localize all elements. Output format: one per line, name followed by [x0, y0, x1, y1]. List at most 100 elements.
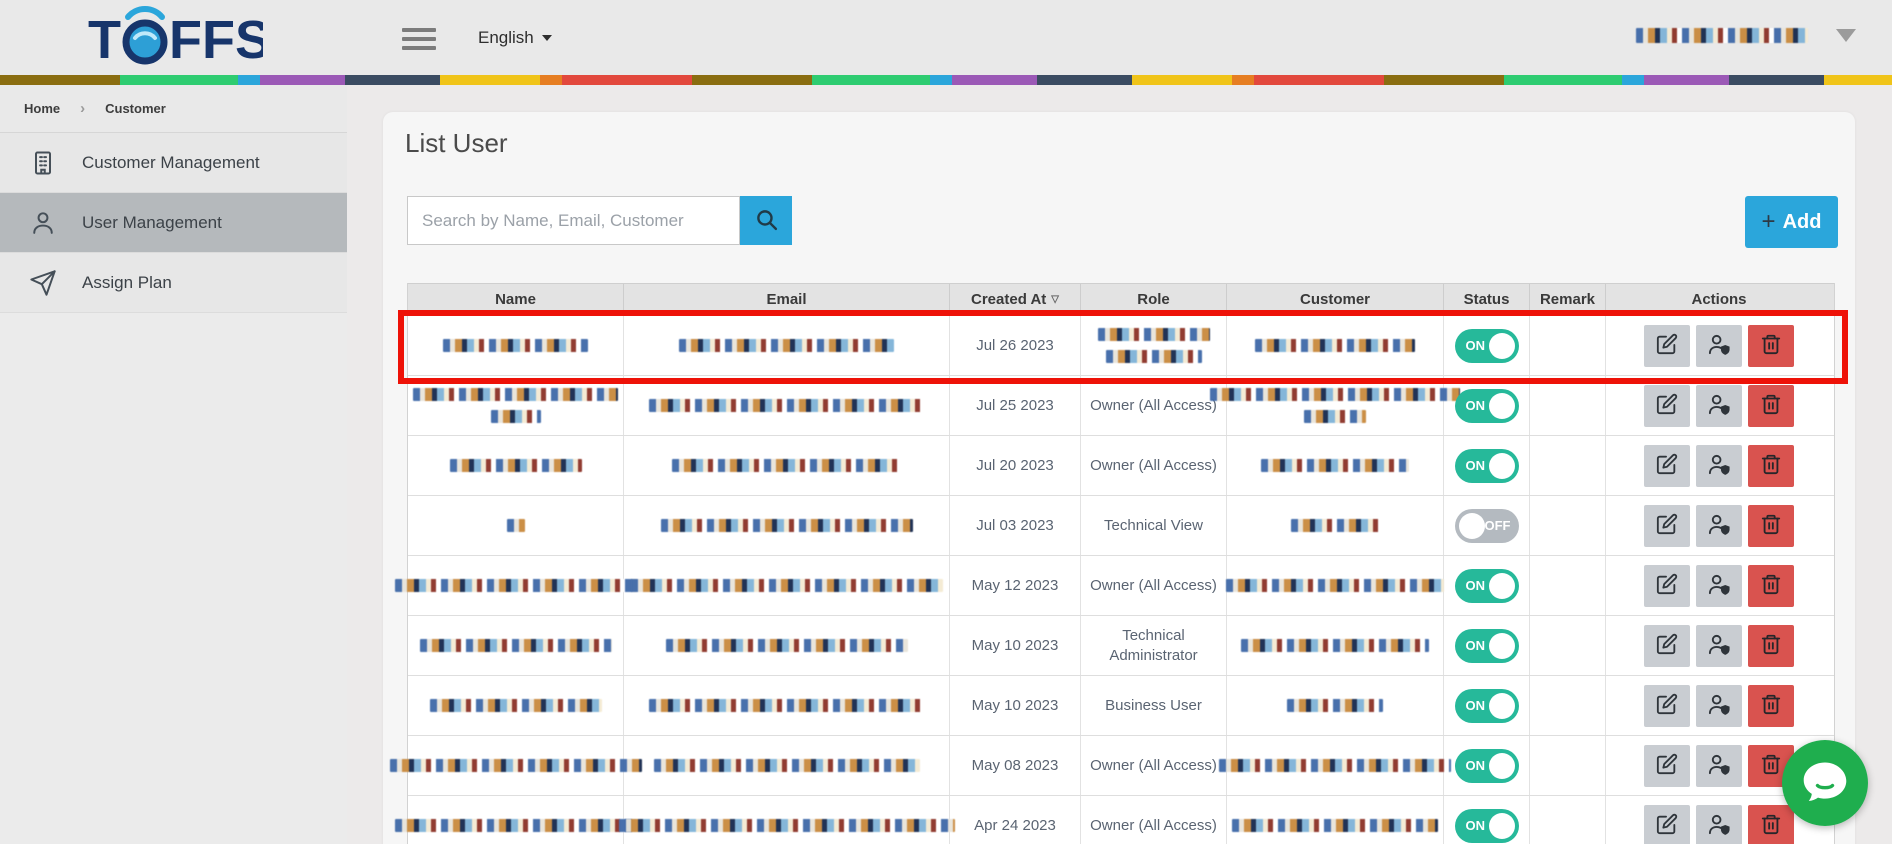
- status-toggle[interactable]: ON: [1454, 568, 1519, 603]
- cell-status: ON: [1444, 556, 1530, 615]
- status-toggle-label: ON: [1465, 817, 1486, 833]
- assign-role-button[interactable]: [1696, 324, 1742, 367]
- add-button-label: Add: [1782, 210, 1822, 233]
- status-toggle-label: ON: [1465, 457, 1486, 473]
- search-button[interactable]: [740, 196, 792, 245]
- top-bar: T FFS English: [0, 0, 1892, 75]
- user-menu[interactable]: [1636, 28, 1856, 43]
- chat-bubble-icon: [1782, 740, 1868, 830]
- role-value: Owner (All Access): [1090, 816, 1217, 834]
- assign-role-button[interactable]: [1696, 564, 1742, 607]
- status-toggle[interactable]: ON: [1454, 388, 1519, 423]
- cell-role: [1081, 316, 1227, 375]
- edit-icon: [1656, 813, 1678, 838]
- column-header-created-at[interactable]: Created At ▽: [950, 284, 1081, 315]
- edit-button[interactable]: [1644, 384, 1690, 427]
- assign-role-button[interactable]: [1696, 504, 1742, 547]
- chevron-down-icon: [541, 35, 552, 41]
- cell-status: ON: [1444, 376, 1530, 435]
- status-toggle[interactable]: ON: [1454, 628, 1519, 663]
- delete-button[interactable]: [1748, 564, 1794, 607]
- sidebar-item-user-management[interactable]: User Management: [0, 193, 347, 253]
- assign-role-button[interactable]: [1696, 624, 1742, 667]
- edit-button[interactable]: [1644, 324, 1690, 367]
- plus-icon: +: [1761, 208, 1776, 235]
- status-toggle[interactable]: ON: [1454, 748, 1519, 783]
- column-header-role: Role: [1081, 284, 1227, 315]
- assign-role-button[interactable]: [1696, 804, 1742, 844]
- person-shield-icon: [1707, 633, 1732, 659]
- redacted-text: [648, 699, 925, 712]
- assign-role-button[interactable]: [1696, 744, 1742, 787]
- delete-button[interactable]: [1748, 384, 1794, 427]
- cell-email: [624, 436, 950, 495]
- delete-button[interactable]: [1748, 324, 1794, 367]
- edit-button[interactable]: [1644, 624, 1690, 667]
- cell-status: ON: [1444, 616, 1530, 675]
- cell-customer: [1227, 496, 1444, 555]
- status-toggle[interactable]: ON: [1454, 688, 1519, 723]
- breadcrumb-home[interactable]: Home: [24, 101, 61, 116]
- sidebar-item-label: Assign Plan: [82, 272, 172, 292]
- column-header-label: Created At: [971, 291, 1047, 308]
- edit-button[interactable]: [1644, 684, 1690, 727]
- sort-down-icon[interactable]: ▽: [1051, 294, 1059, 305]
- column-header-customer: Customer: [1227, 284, 1444, 315]
- cell-status: ON: [1444, 796, 1530, 844]
- edit-button[interactable]: [1644, 804, 1690, 844]
- table-body: Jul 26 2023 ON Jul 25 2023 Owner (All Acces…: [389, 316, 1834, 844]
- cell-name: [389, 736, 642, 795]
- created-at-value: Jul 20 2023: [976, 456, 1054, 474]
- edit-icon: [1656, 393, 1678, 418]
- chat-launcher-button[interactable]: [1782, 740, 1868, 826]
- cell-remark: [1530, 316, 1606, 375]
- rainbow-strip: [0, 75, 1892, 85]
- edit-button[interactable]: [1644, 504, 1690, 547]
- sidebar-item-customer-management[interactable]: Customer Management: [0, 133, 347, 193]
- cell-name: [408, 676, 624, 735]
- cell-created-at: Jul 03 2023: [950, 496, 1081, 555]
- cell-status: OFF: [1444, 496, 1530, 555]
- status-toggle[interactable]: ON: [1454, 448, 1519, 483]
- redacted-text: [665, 639, 908, 652]
- menu-icon[interactable]: [402, 28, 436, 50]
- status-toggle[interactable]: OFF: [1454, 508, 1519, 543]
- status-toggle[interactable]: ON: [1454, 808, 1519, 843]
- assign-role-button[interactable]: [1696, 684, 1742, 727]
- status-toggle-label: ON: [1465, 397, 1486, 413]
- edit-button[interactable]: [1644, 564, 1690, 607]
- delete-button[interactable]: [1748, 684, 1794, 727]
- redacted-text: [1241, 639, 1429, 652]
- user-table: Name Email Created At ▽ Role Customer St…: [389, 283, 1835, 844]
- toffs-logo[interactable]: T FFS: [88, 5, 271, 76]
- delete-button[interactable]: [1748, 504, 1794, 547]
- language-dropdown[interactable]: English: [478, 26, 552, 50]
- edit-button[interactable]: [1644, 744, 1690, 787]
- edit-icon: [1656, 753, 1678, 778]
- cell-customer: [1227, 316, 1444, 375]
- sidebar-item-label: Customer Management: [82, 152, 260, 172]
- svg-text:T: T: [88, 10, 121, 70]
- cell-email: [624, 556, 950, 615]
- cell-name: [394, 556, 637, 615]
- cell-email: [624, 616, 950, 675]
- sidebar-item-assign-plan[interactable]: Assign Plan: [0, 253, 347, 313]
- delete-button[interactable]: [1748, 624, 1794, 667]
- assign-role-button[interactable]: [1696, 444, 1742, 487]
- cell-name: [408, 316, 624, 375]
- search-input[interactable]: [407, 196, 740, 245]
- add-user-button[interactable]: + Add: [1745, 196, 1838, 248]
- edit-icon: [1656, 573, 1678, 598]
- cell-created-at: May 08 2023: [950, 736, 1081, 795]
- role-value: Technical Administrator: [1109, 626, 1198, 664]
- assign-role-button[interactable]: [1696, 384, 1742, 427]
- delete-button[interactable]: [1748, 444, 1794, 487]
- actions-group: [1644, 564, 1794, 607]
- cell-status: ON: [1444, 436, 1530, 495]
- role-value: Owner (All Access): [1090, 456, 1217, 474]
- person-shield-icon: [1707, 693, 1732, 719]
- cell-role: Owner (All Access): [1081, 736, 1227, 795]
- status-toggle[interactable]: ON: [1454, 328, 1519, 363]
- delete-button[interactable]: [1748, 804, 1794, 844]
- edit-button[interactable]: [1644, 444, 1690, 487]
